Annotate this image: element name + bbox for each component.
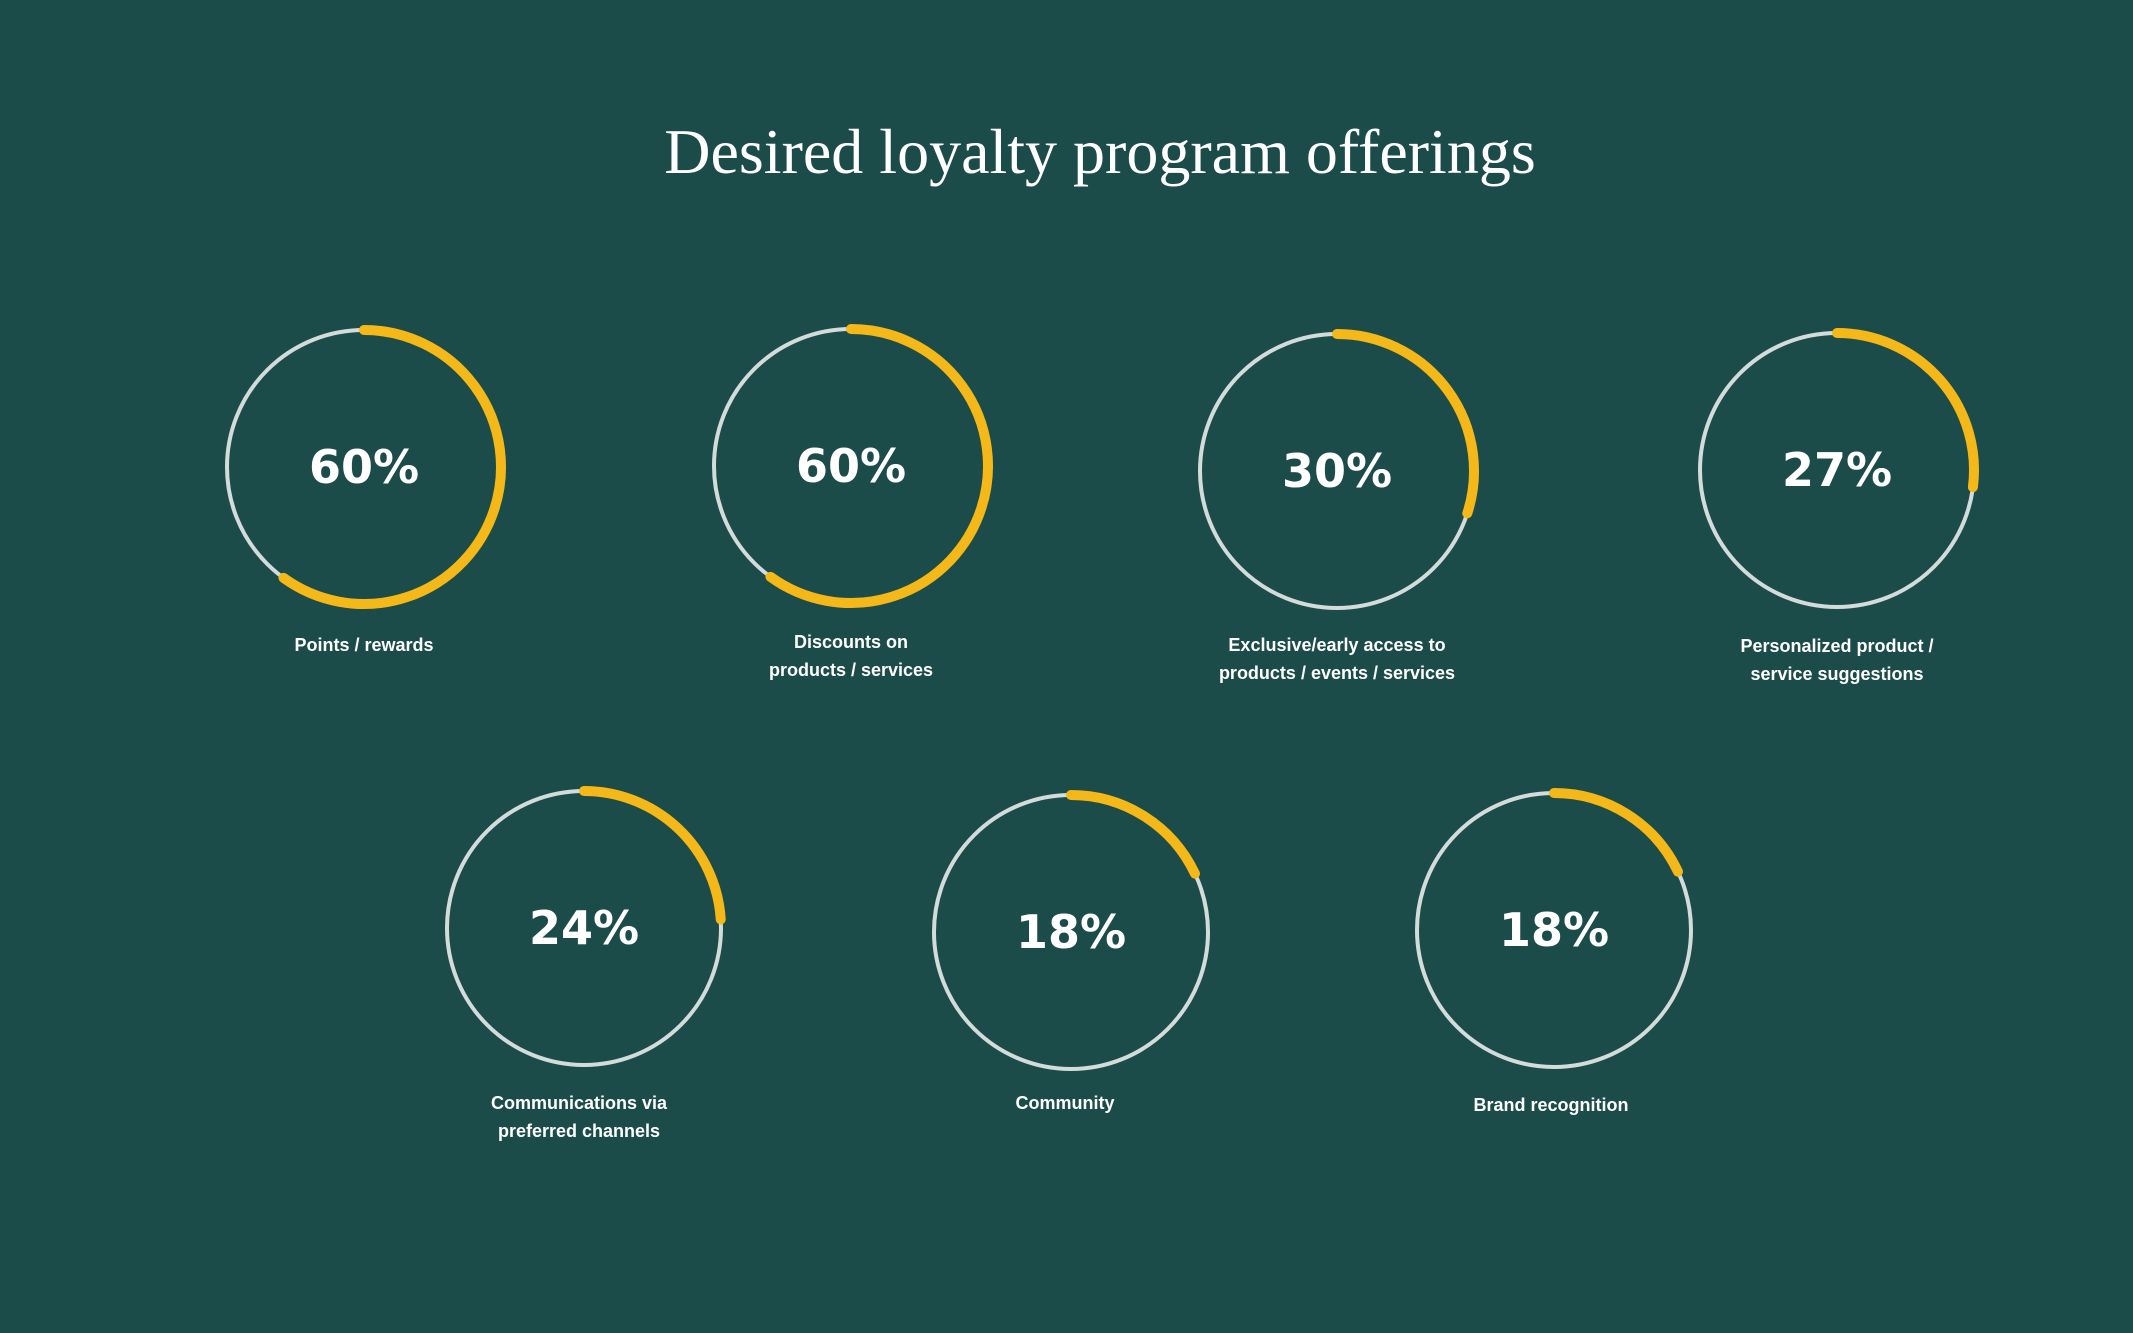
caption-line: Exclusive/early access to: [1228, 635, 1446, 655]
caption-exclusive-access: Exclusive/early access to products / eve…: [1167, 631, 1507, 687]
caption-personalized-suggestions: Personalized product / service suggestio…: [1667, 632, 2007, 688]
caption-discounts: Discounts on products / services: [681, 628, 1021, 684]
donut-graphic: [932, 790, 1210, 1071]
donut-graphic: [1698, 328, 1979, 609]
donut-personalized-suggestions: 27%: [1696, 328, 1979, 611]
donut-communications: 24%: [443, 786, 726, 1069]
donut-brand-recognition: 18%: [1413, 788, 1695, 1071]
donut-value-arc: [579, 786, 726, 925]
percent-label: 18%: [1498, 903, 1610, 957]
caption-communications: Communications via preferred channels: [409, 1089, 749, 1145]
donut-graphic: [445, 786, 726, 1067]
percent-label: 18%: [1015, 905, 1127, 959]
donut-value-arc: [1549, 788, 1683, 877]
caption-community: Community: [895, 1089, 1235, 1117]
percent-label: 60%: [795, 439, 907, 493]
donut-points-rewards: 60%: [223, 325, 506, 609]
donut-graphic: [1415, 788, 1693, 1069]
donut-discounts: 60%: [710, 324, 993, 608]
donut-graphic: [225, 325, 506, 609]
donut-community: 18%: [930, 790, 1212, 1073]
caption-line: Brand recognition: [1473, 1095, 1629, 1115]
donut-graphic: [712, 324, 993, 608]
percent-label: 27%: [1781, 443, 1893, 497]
donut-value-arc: [1066, 790, 1200, 879]
donut-graphic: [1198, 329, 1479, 610]
donut-value-arc: [278, 325, 506, 609]
percent-label: 24%: [528, 901, 640, 955]
chart-title: Desired loyalty program offerings: [664, 116, 1536, 187]
caption-line: products / services: [768, 660, 934, 680]
caption-line: Community: [1015, 1093, 1115, 1113]
percent-label: 30%: [1281, 444, 1393, 498]
caption-points-rewards: Points / rewards: [194, 631, 534, 659]
caption-line: Communications via: [490, 1093, 668, 1113]
caption-brand-recognition: Brand recognition: [1381, 1091, 1721, 1119]
caption-line: Discounts on: [793, 632, 908, 652]
caption-line: products / events / services: [1218, 663, 1456, 683]
percent-label: 60%: [308, 440, 420, 494]
caption-line: Points / rewards: [294, 635, 434, 655]
donut-exclusive-access: 30%: [1196, 329, 1479, 612]
caption-line: service suggestions: [1750, 664, 1924, 684]
caption-line: preferred channels: [497, 1121, 661, 1141]
caption-line: Personalized product /: [1740, 636, 1934, 656]
donut-value-arc: [1332, 329, 1479, 519]
donut-value-arc: [1832, 328, 1979, 493]
donut-value-arc: [765, 324, 993, 608]
